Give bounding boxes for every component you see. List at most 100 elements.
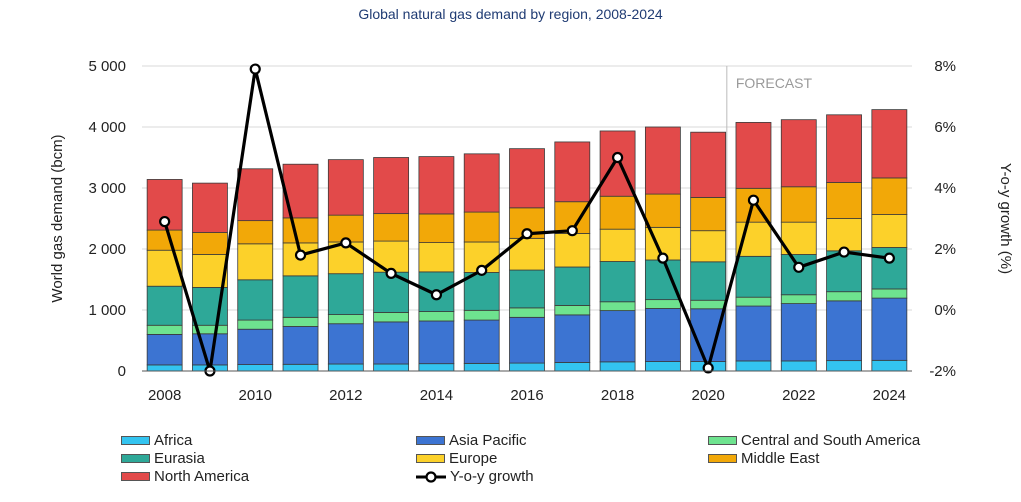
bar-segment-north-america [826,114,862,183]
bar-segment-north-america [418,156,455,215]
bar-segment-central-and-south-america [826,291,862,302]
legend-line-marker [416,470,446,483]
bar-segment-eurasia [146,285,183,326]
growth-point [385,267,397,279]
bar-segment-eurasia [282,275,319,318]
y2-tick-label: 0% [934,302,956,319]
bar-segment-middle-east [780,186,817,223]
y-tick-label: 3 000 [88,180,126,197]
bar-segment-asia-pacific [146,333,183,366]
bar-segment-north-america [690,131,727,198]
bar-segment-africa [826,360,862,372]
legend-label: Y-o-y growth [450,468,534,485]
axes: 0 1 000 2 000 3 000 4 000 5 000 -2% 0% 2% 4% 6% 8% F… [49,58,1014,404]
bar-segment-africa [327,363,364,372]
legend-swatch [416,454,445,463]
growth-point [702,362,714,374]
bar-segment-asia-pacific [373,321,410,365]
x-tick-label: 2012 [329,387,362,404]
bar-segment-asia-pacific [418,320,455,365]
bar-segment-africa [146,364,183,372]
y-tick-label: 0 [118,363,126,380]
legend-item: Y-o-y growth [416,468,534,485]
x-tick-label: 2008 [148,387,181,404]
bar-segment-middle-east [237,220,274,245]
legend-item: Africa [121,432,192,449]
bar-segment-eurasia [327,273,364,315]
bar-segment-middle-east [644,193,681,228]
x-tick-label: 2018 [601,387,634,404]
growth-point [294,249,307,261]
bar-segment-north-america [463,153,500,213]
legend-label: Europe [449,450,498,467]
bar-segment-eurasia [237,279,274,321]
bar-segment-asia-pacific [509,316,545,364]
bar-segment-eurasia [463,272,500,311]
bar-segment-north-america [735,122,772,189]
bar-segment-africa [644,361,681,372]
bar-segment-eurasia [735,255,772,298]
bar-segment-central-and-south-america [509,307,545,318]
y2-tick-label: 8% [934,58,956,75]
legend-swatch [416,436,445,445]
bar-segment-europe [826,218,862,252]
bar-segment-asia-pacific [826,300,862,362]
bar-segment-europe [237,243,274,281]
bar-segment-asia-pacific [237,328,274,365]
bar-segment-central-and-south-america [146,324,183,335]
growth-point [611,151,624,164]
bar-segment-asia-pacific [735,305,772,362]
y2-tick-label: -2% [929,363,956,380]
bar-segment-europe [192,254,228,288]
legend-label: North America [154,468,250,485]
growth-point [747,194,760,206]
bar-segment-africa [418,363,455,372]
bar-segment-europe [373,240,410,273]
bar-segment-central-and-south-america [599,301,636,312]
growth-point [476,264,488,276]
bar-segment-central-and-south-america [237,319,274,330]
bar-segment-north-america [237,168,274,222]
bar-segment-africa [282,363,319,372]
y-tick-label: 5 000 [88,58,126,75]
bar-segment-asia-pacific [463,319,500,364]
bar-segment-asia-pacific [327,323,364,365]
bar-segment-middle-east [826,182,862,219]
x-tick-label: 2010 [239,387,272,404]
bar-segment-africa [735,360,772,372]
bar-segment-middle-east [418,213,455,243]
bar-segment-middle-east [871,177,908,215]
legend-label: Asia Pacific [449,432,527,449]
y-tick-label: 4 000 [88,119,126,136]
bar-segment-africa [509,362,545,372]
y2-tick-label: 2% [934,241,956,258]
bar-segment-middle-east [192,232,228,255]
bar-segment-europe [599,228,636,262]
x-tick-label: 2014 [420,387,453,404]
growth-point [340,237,352,249]
bar-segment-north-america [871,109,908,179]
y2-tick-label: 6% [934,119,956,136]
chart-plot: 0 1 000 2 000 3 000 4 000 5 000 -2% 0% 2% 4% 6% 8% F… [49,58,1014,404]
legend-item: Middle East [708,450,819,467]
growth-point [838,246,850,258]
y-tick-label: 2 000 [88,241,126,258]
growth-point [566,225,578,237]
x-tick-label: 2020 [691,387,724,404]
legend-swatch [121,454,150,463]
bar-segment-middle-east [690,197,727,232]
bar-segment-north-america [192,182,228,233]
growth-point [521,228,533,240]
bar-segment-middle-east [599,195,636,230]
bar-segment-north-america [373,157,410,215]
bar-segment-eurasia [509,269,545,309]
legend-label: Central and South America [741,432,921,449]
bar-segment-europe [418,242,455,273]
legend-item: Asia Pacific [416,432,527,449]
x-tick-label: 2022 [782,387,815,404]
bar-segment-africa [373,363,410,372]
bar-segment-africa [871,359,908,372]
legend-swatch [121,436,150,445]
legend-label: Middle East [741,450,820,467]
legend-label: Eurasia [154,450,205,467]
